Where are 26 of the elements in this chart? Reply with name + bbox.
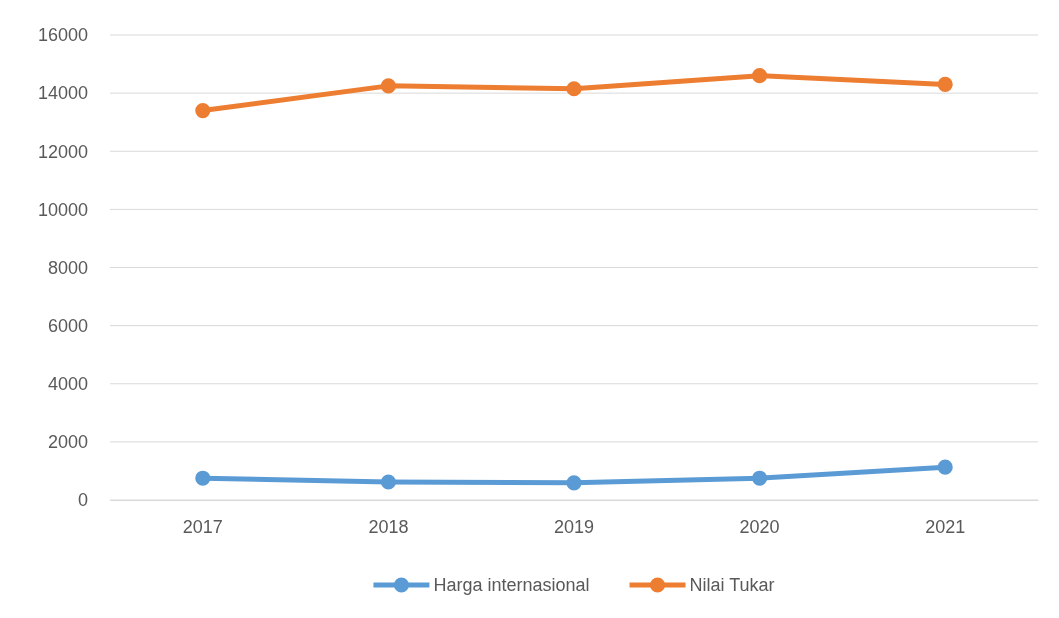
x-tick-label: 2017 xyxy=(182,516,223,537)
legend-label: Harga internasional xyxy=(433,575,590,596)
x-tick-label: 2018 xyxy=(368,516,409,537)
y-tick-label: 2000 xyxy=(47,432,88,453)
point xyxy=(380,78,396,94)
point xyxy=(380,474,396,490)
y-tick-label: 4000 xyxy=(47,374,88,395)
y-tick-label: 14000 xyxy=(37,83,88,104)
point xyxy=(752,470,768,486)
legend-label: Nilai Tukar xyxy=(689,575,775,596)
point xyxy=(937,459,953,475)
point xyxy=(937,76,953,92)
y-tick-label: 16000 xyxy=(37,25,88,46)
y-tick-label: 10000 xyxy=(37,199,88,220)
point xyxy=(195,470,211,486)
x-tick-label: 2019 xyxy=(553,516,595,537)
y-tick-label: 12000 xyxy=(37,141,88,162)
point xyxy=(566,81,582,97)
point xyxy=(195,103,211,119)
y-tick-label: 6000 xyxy=(47,315,88,336)
y-tick-label: 8000 xyxy=(47,257,88,278)
point xyxy=(752,68,768,84)
point xyxy=(566,475,582,491)
y-tick-label: 0 xyxy=(77,490,88,511)
x-tick-label: 2021 xyxy=(925,516,966,537)
x-tick-label: 2020 xyxy=(739,516,780,537)
